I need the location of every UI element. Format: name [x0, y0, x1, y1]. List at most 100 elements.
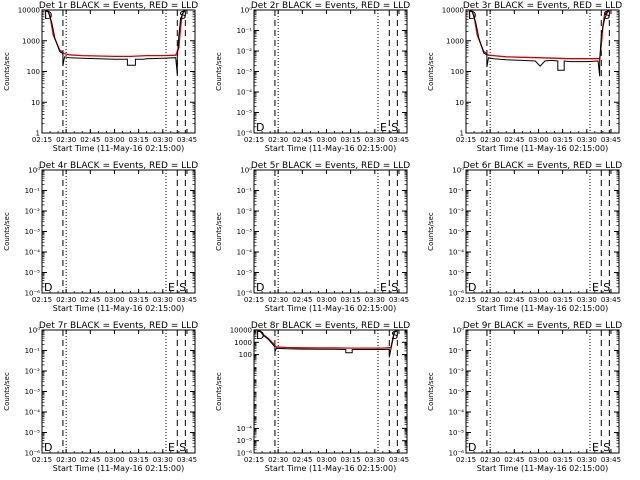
x-tick-label: 02:15: [244, 136, 264, 144]
y-tick-label: 10⁰: [452, 327, 464, 335]
y-tick-label: 10⁻⁴: [25, 249, 41, 257]
x-tick-label: 03:45: [601, 136, 621, 144]
event-marker-d: D: [44, 281, 52, 294]
panel-det-6: Det 6r BLACK = Events, RED = LLD 02:15 02:…: [427, 161, 622, 313]
panel-title: Det 6r BLACK = Events, RED = LLD: [463, 161, 622, 171]
y-axis-label: Counts/sec: [3, 372, 11, 411]
x-tick-label: 02:45: [504, 296, 524, 304]
plot-frame: [41, 9, 196, 134]
y-tick-label: 10⁰: [452, 167, 464, 175]
y-tick-label: 10⁻⁵: [237, 269, 253, 277]
y-tick-label: 100: [27, 68, 40, 76]
y-tick-label: 1000: [234, 339, 252, 347]
x-axis-label: Start Time (11-May-16 02:15:00): [265, 304, 396, 313]
y-tick-label: 10⁻²: [25, 208, 41, 216]
y-tick-label: 10⁻⁵: [449, 429, 465, 437]
y-tick-label: 1: [36, 130, 40, 138]
panel-title: Det 2r BLACK = Events, RED = LLD: [251, 1, 410, 11]
x-tick-label: 03:15: [341, 296, 361, 304]
y-tick-label: 10⁻¹: [237, 27, 253, 35]
y-tick-label: 10⁻³: [25, 388, 41, 396]
y-tick-label: 10⁻⁶: [449, 450, 465, 458]
event-marker-d: D: [256, 329, 264, 342]
series-line-events: [42, 9, 186, 75]
y-tick-label: 10⁻¹: [25, 187, 41, 195]
x-axis-label: Start Time (11-May-16 02:15:00): [265, 144, 396, 153]
y-tick-label: 10⁻⁴: [237, 425, 253, 433]
y-tick-label: 10⁻³: [25, 228, 41, 236]
x-tick-label: 03:45: [177, 296, 197, 304]
y-axis-label: Counts/sec: [427, 52, 435, 91]
x-tick-label: 03:15: [129, 456, 149, 464]
y-tick-label: 10⁻³: [449, 228, 465, 236]
event-marker-d: D: [44, 441, 52, 454]
y-tick-label: 10⁻⁶: [25, 450, 41, 458]
plot-frame: [253, 169, 408, 294]
x-tick-label: 02:45: [80, 136, 100, 144]
y-tick-label: 10⁻³: [237, 228, 253, 236]
y-tick-label: 10⁻⁶: [237, 450, 253, 458]
x-tick-label: 03:00: [528, 136, 548, 144]
y-tick-label: 10⁻⁴: [25, 409, 41, 417]
series-line-events: [466, 9, 610, 77]
y-tick-label: 10⁻¹: [449, 347, 465, 355]
x-tick-label: 02:45: [292, 456, 312, 464]
y-tick-label: 10⁻¹: [25, 347, 41, 355]
panel-title: Det 4r BLACK = Events, RED = LLD: [39, 161, 198, 171]
plot-frame: [41, 169, 196, 294]
x-axis-label: Start Time (11-May-16 02:15:00): [477, 464, 608, 473]
y-tick-label: 10⁻¹: [237, 187, 253, 195]
x-tick-label: 02:30: [56, 136, 76, 144]
event-marker-e: E: [592, 281, 599, 294]
event-marker-e: E: [380, 121, 387, 134]
event-marker-s: S: [603, 281, 610, 294]
x-axis-label: Start Time (11-May-16 02:15:00): [477, 304, 608, 313]
y-tick-label: 10⁰: [240, 167, 252, 175]
panel-det-3: Det 3r BLACK = Events, RED = LLD 02:15 02:…: [427, 1, 622, 153]
x-tick-label: 02:30: [268, 296, 288, 304]
plot-frame: [41, 329, 196, 454]
panel-title: Det 5r BLACK = Events, RED = LLD: [251, 161, 410, 171]
plot-frame: [253, 329, 408, 454]
y-tick-label: 10⁻⁴: [237, 89, 253, 97]
x-tick-label: 02:15: [32, 136, 52, 144]
panel-det-7: Det 7r BLACK = Events, RED = LLD 02:15 02:…: [3, 321, 198, 473]
plot-frame: [465, 169, 620, 294]
x-tick-label: 02:30: [56, 296, 76, 304]
x-tick-label: 03:15: [553, 456, 573, 464]
y-tick-label: 1: [460, 130, 464, 138]
plot-frame: [465, 9, 620, 134]
event-marker-d: D: [468, 281, 476, 294]
x-tick-label: 03:30: [577, 456, 597, 464]
x-tick-label: 03:15: [129, 136, 149, 144]
panel-det-5: Det 5r BLACK = Events, RED = LLD 02:15 02:…: [215, 161, 410, 313]
panel-title: Det 3r BLACK = Events, RED = LLD: [463, 1, 622, 11]
x-axis-label: Start Time (11-May-16 02:15:00): [477, 144, 608, 153]
y-axis-label: Counts/sec: [215, 52, 223, 91]
y-tick-label: 10⁻¹: [449, 187, 465, 195]
x-tick-label: 03:45: [601, 456, 621, 464]
x-tick-label: 03:00: [316, 456, 336, 464]
y-axis-label: Counts/sec: [427, 212, 435, 251]
y-tick-label: 10⁻³: [449, 388, 465, 396]
x-tick-label: 03:45: [389, 296, 409, 304]
panel-det-2: Det 2r BLACK = Events, RED = LLD 02:15 02:…: [215, 1, 410, 153]
panel-title: Det 7r BLACK = Events, RED = LLD: [39, 321, 198, 331]
x-tick-label: 03:30: [365, 456, 385, 464]
x-tick-label: 03:00: [316, 296, 336, 304]
x-tick-label: 02:15: [456, 136, 476, 144]
x-tick-label: 03:45: [389, 456, 409, 464]
x-tick-label: 03:00: [316, 136, 336, 144]
y-tick-label: 100: [451, 68, 464, 76]
y-tick-label: 10: [455, 99, 464, 107]
event-marker-e: E: [592, 441, 599, 454]
event-marker-d: D: [256, 281, 264, 294]
panel-title: Det 8r BLACK = Events, RED = LLD: [251, 321, 410, 331]
x-tick-label: 03:45: [389, 136, 409, 144]
y-tick-label: 10⁻⁴: [449, 409, 465, 417]
y-tick-label: 10⁻³: [237, 68, 253, 76]
event-marker-e: E: [380, 281, 387, 294]
y-tick-label: 10⁻⁴: [237, 249, 253, 257]
panel-det-1: Det 1r BLACK = Events, RED = LLD 02:15 02:…: [3, 1, 198, 153]
x-tick-label: 03:15: [341, 456, 361, 464]
